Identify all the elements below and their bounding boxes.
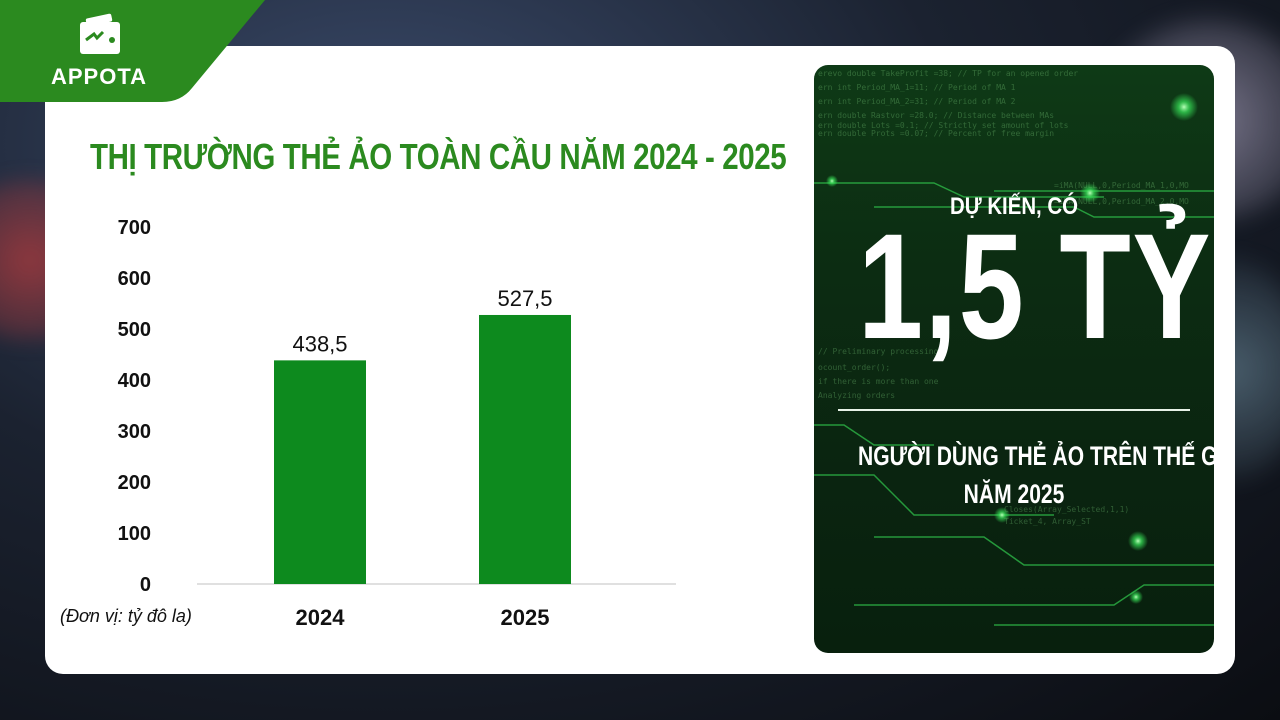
panel-subtitle: NGƯỜI DÙNG THẺ ẢO TRÊN THẾ GIỚI NĂM 2025 (858, 437, 1214, 513)
y-tick-label: 400 (118, 370, 151, 392)
data-label: 527,5 (497, 286, 552, 311)
y-tick-label: 600 (118, 268, 151, 290)
y-tick-label: 300 (118, 421, 151, 443)
brand-tab: APPOTA (0, 0, 265, 102)
y-tick-label: 200 (118, 472, 151, 494)
panel-big-number: 1,5 TỶ (858, 202, 1213, 370)
y-tick-label: 500 (118, 319, 151, 341)
x-tick-label: 2025 (501, 605, 550, 630)
data-label: 438,5 (292, 331, 347, 356)
brand-name: APPOTA (50, 64, 148, 89)
y-tick-label: 0 (140, 574, 151, 596)
y-tick-label: 700 (118, 217, 151, 239)
unit-note: (Đơn vị: tỷ đô la) (60, 606, 192, 626)
highlight-panel: erevo double TakeProfit =38; // TP for a… (814, 65, 1214, 653)
bar-chart: 0 100 200 300 400 500 600 700 438,5 2024 527,5 2025 (118, 217, 676, 630)
panel-sub-line-2: NĂM 2025 (963, 479, 1065, 509)
circuit-decoration (814, 93, 1214, 626)
page-title: THỊ TRƯỜNG THẺ ẢO TOÀN CẦU NĂM 2024 - 20… (90, 136, 787, 177)
panel-top-text: DỰ KIẾN, CÓ (949, 193, 1079, 220)
panel-divider (838, 409, 1190, 411)
bar-2024 (274, 360, 366, 584)
y-tick-label: 100 (118, 523, 151, 545)
bar-2025 (479, 314, 571, 584)
panel-sub-line-1: NGƯỜI DÙNG THẺ ẢO TRÊN THẾ GIỚI (858, 441, 1214, 471)
wallet-logo-icon (80, 13, 120, 54)
x-tick-label: 2024 (296, 605, 346, 630)
